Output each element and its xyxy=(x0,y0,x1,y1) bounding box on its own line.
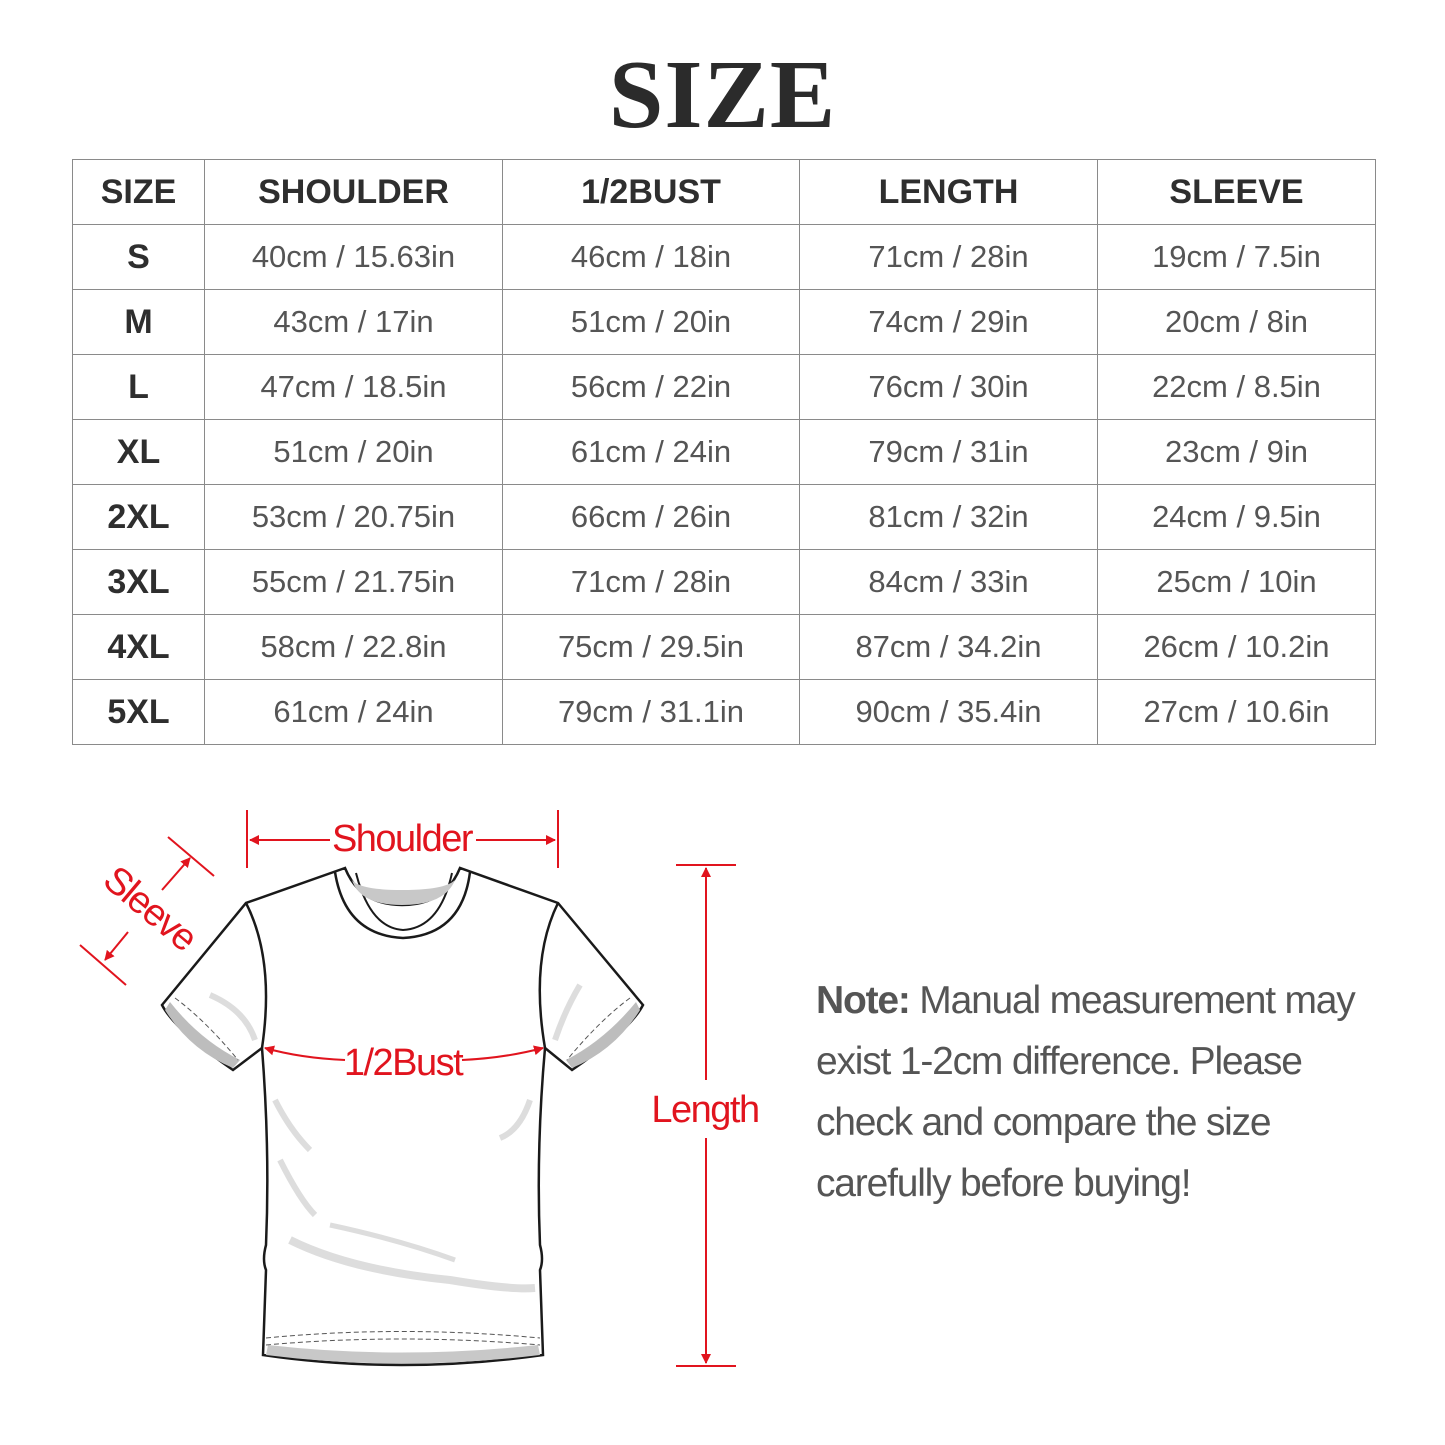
cell-shoulder: 58cm / 22.8in xyxy=(204,614,503,680)
cell-size: 3XL xyxy=(72,549,205,615)
cell-bust: 61cm / 24in xyxy=(502,419,800,485)
cell-shoulder: 40cm / 15.63in xyxy=(204,224,503,290)
cell-sleeve: 20cm / 8in xyxy=(1097,289,1376,355)
cell-sleeve: 19cm / 7.5in xyxy=(1097,224,1376,290)
cell-size: L xyxy=(72,354,205,420)
sleeve-label: Sleeve xyxy=(95,858,204,959)
table-row: 2XL 53cm / 20.75in 66cm / 26in 81cm / 32in 2… xyxy=(72,484,1376,550)
bust-label: 1/2Bust xyxy=(344,1042,464,1084)
length-label: Length xyxy=(651,1089,758,1131)
cell-bust: 46cm / 18in xyxy=(502,224,800,290)
cell-size: 5XL xyxy=(72,679,205,745)
cell-length: 74cm / 29in xyxy=(799,289,1098,355)
cell-bust: 56cm / 22in xyxy=(502,354,800,420)
cell-bust: 75cm / 29.5in xyxy=(502,614,800,680)
cell-shoulder: 53cm / 20.75in xyxy=(204,484,503,550)
cell-length: 84cm / 33in xyxy=(799,549,1098,615)
cell-shoulder: 47cm / 18.5in xyxy=(204,354,503,420)
cell-sleeve: 25cm / 10in xyxy=(1097,549,1376,615)
cell-sleeve: 23cm / 9in xyxy=(1097,419,1376,485)
cell-bust: 51cm / 20in xyxy=(502,289,800,355)
table-row: M 43cm / 17in 51cm / 20in 74cm / 29in 20cm /… xyxy=(72,289,1376,355)
cell-length: 76cm / 30in xyxy=(799,354,1098,420)
header-sleeve: SLEEVE xyxy=(1097,159,1376,225)
table-row: XL 51cm / 20in 61cm / 24in 79cm / 31in 23cm … xyxy=(72,419,1376,485)
shoulder-label: Shoulder xyxy=(332,818,474,860)
table-row: L 47cm / 18.5in 56cm / 22in 76cm / 30in 22cm… xyxy=(72,354,1376,420)
measurement-annotations xyxy=(79,810,736,1367)
cell-bust: 71cm / 28in xyxy=(502,549,800,615)
note-label: Note: xyxy=(816,979,911,1022)
header-size: SIZE xyxy=(72,159,205,225)
note-text: Note: Manual measurement may exist 1-2cm… xyxy=(816,970,1396,1214)
cell-length: 81cm / 32in xyxy=(799,484,1098,550)
tshirt-illustration xyxy=(160,866,645,1367)
cell-sleeve: 22cm / 8.5in xyxy=(1097,354,1376,420)
cell-length: 79cm / 31in xyxy=(799,419,1098,485)
cell-sleeve: 24cm / 9.5in xyxy=(1097,484,1376,550)
cell-shoulder: 51cm / 20in xyxy=(204,419,503,485)
cell-size: S xyxy=(72,224,205,290)
header-length: LENGTH xyxy=(799,159,1098,225)
table-row: 5XL 61cm / 24in 79cm / 31.1in 90cm / 35.4in… xyxy=(72,679,1376,745)
note-body: Manual measurement may exist 1-2cm diffe… xyxy=(816,979,1356,1205)
header-bust: 1/2BUST xyxy=(502,159,800,225)
page-title: SIZE xyxy=(608,41,837,149)
cell-sleeve: 26cm / 10.2in xyxy=(1097,614,1376,680)
cell-bust: 79cm / 31.1in xyxy=(502,679,800,745)
cell-shoulder: 61cm / 24in xyxy=(204,679,503,745)
cell-shoulder: 55cm / 21.75in xyxy=(204,549,503,615)
cell-size: 4XL xyxy=(72,614,205,680)
cell-bust: 66cm / 26in xyxy=(502,484,800,550)
cell-size: 2XL xyxy=(72,484,205,550)
cell-length: 90cm / 35.4in xyxy=(799,679,1098,745)
table-row: S 40cm / 15.63in 46cm / 18in 71cm / 28in 19c… xyxy=(72,224,1376,290)
cell-sleeve: 27cm / 10.6in xyxy=(1097,679,1376,745)
table-header-row: SIZE SHOULDER 1/2BUST LENGTH SLEEVE xyxy=(72,159,1376,225)
cell-size: M xyxy=(72,289,205,355)
size-table: SIZE SHOULDER 1/2BUST LENGTH SLEEVE S 40c… xyxy=(72,159,1376,745)
table-row: 3XL 55cm / 21.75in 71cm / 28in 84cm / 33in 2… xyxy=(72,549,1376,615)
cell-shoulder: 43cm / 17in xyxy=(204,289,503,355)
